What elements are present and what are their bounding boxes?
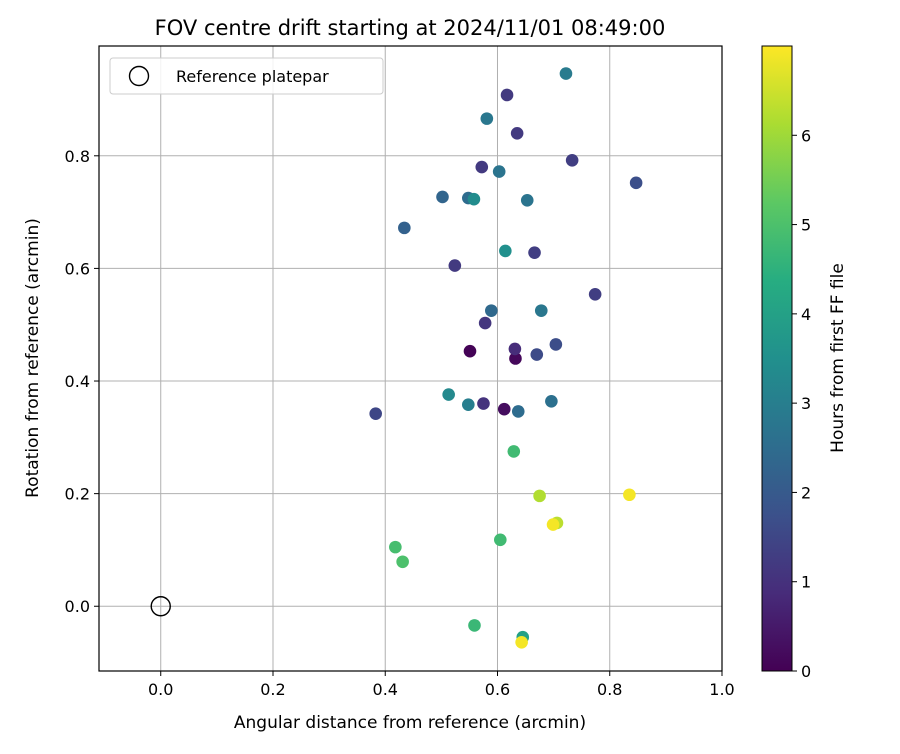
colorbar-ticks: 0 1 2 3 4 5 6 xyxy=(792,126,811,681)
x-tick-label: 0.2 xyxy=(260,680,285,699)
data-point xyxy=(497,402,511,416)
data-point xyxy=(396,555,409,569)
colorbar-gradient xyxy=(761,45,793,672)
data-point xyxy=(520,193,534,207)
plot-frame xyxy=(98,45,723,672)
x-tick-label: 0.8 xyxy=(597,680,622,699)
colorbar-tick-label: 3 xyxy=(801,394,811,413)
colorbar-tick-label: 2 xyxy=(801,483,811,502)
x-axis-label: Angular distance from reference (arcmin) xyxy=(234,713,586,733)
colorbar-label: Hours from first FF file xyxy=(828,263,848,453)
x-tick-label: 0.6 xyxy=(485,680,510,699)
y-tick-label: 0.6 xyxy=(65,259,90,278)
data-point xyxy=(588,288,602,301)
data-point xyxy=(507,445,521,458)
data-point xyxy=(494,533,507,547)
y-axis-label: Rotation from reference (arcmin) xyxy=(23,218,43,498)
data-point xyxy=(485,304,498,317)
data-point xyxy=(463,344,477,358)
chart-title: FOV centre drift starting at 2024/11/01 … xyxy=(155,16,666,40)
data-point xyxy=(492,165,506,178)
data-point xyxy=(478,316,492,330)
data-point xyxy=(509,352,522,365)
data-point xyxy=(530,348,544,361)
data-point xyxy=(480,112,494,125)
data-point xyxy=(623,488,636,502)
data-points xyxy=(150,67,643,649)
data-point xyxy=(436,190,449,204)
x-axis-ticks: 0.0 0.2 0.4 0.6 0.8 1.0 xyxy=(148,671,735,699)
y-tick-label: 0.0 xyxy=(65,597,90,616)
colorbar-tick-label: 6 xyxy=(801,126,811,145)
data-point xyxy=(398,221,411,235)
colorbar-tick-label: 1 xyxy=(801,573,811,592)
x-tick-label: 0.0 xyxy=(148,680,173,699)
data-point xyxy=(533,489,546,503)
data-point xyxy=(565,154,579,167)
data-point xyxy=(477,397,490,410)
data-point xyxy=(500,88,514,102)
data-point xyxy=(389,540,402,554)
y-axis-ticks: 0.0 0.2 0.4 0.6 0.8 xyxy=(65,147,99,616)
data-point xyxy=(462,398,475,411)
data-point xyxy=(511,405,525,418)
y-tick-label: 0.2 xyxy=(65,485,90,504)
data-point xyxy=(545,394,558,408)
colorbar-tick-label: 4 xyxy=(801,305,811,324)
colorbar-tick-label: 0 xyxy=(801,662,811,681)
data-point xyxy=(369,407,383,420)
legend-marker-open-circle xyxy=(128,65,150,87)
x-tick-label: 0.4 xyxy=(373,680,398,699)
x-tick-label: 1.0 xyxy=(709,680,734,699)
data-point xyxy=(549,338,563,351)
y-tick-label: 0.8 xyxy=(65,147,90,166)
data-point xyxy=(499,244,512,258)
data-point xyxy=(534,304,548,317)
data-point xyxy=(510,126,524,140)
data-point xyxy=(448,259,462,272)
colorbar-tick-label: 5 xyxy=(801,216,811,235)
legend: Reference platepar xyxy=(109,57,384,95)
data-point xyxy=(629,176,643,190)
grid-lines xyxy=(99,46,723,671)
reference-platepar-marker xyxy=(150,596,171,617)
data-point xyxy=(528,246,541,259)
legend-label-reference-platepar: Reference platepar xyxy=(176,67,329,86)
data-point xyxy=(508,342,522,356)
y-tick-label: 0.4 xyxy=(65,372,90,391)
data-point xyxy=(546,518,560,531)
data-point xyxy=(442,388,455,401)
colorbar: 0 1 2 3 4 5 6 Hours from first FF file xyxy=(761,45,848,681)
data-point xyxy=(515,635,528,649)
legend-box xyxy=(109,57,384,95)
data-point xyxy=(559,67,573,80)
data-point xyxy=(475,160,489,174)
data-point xyxy=(468,619,481,632)
data-point xyxy=(467,192,481,206)
